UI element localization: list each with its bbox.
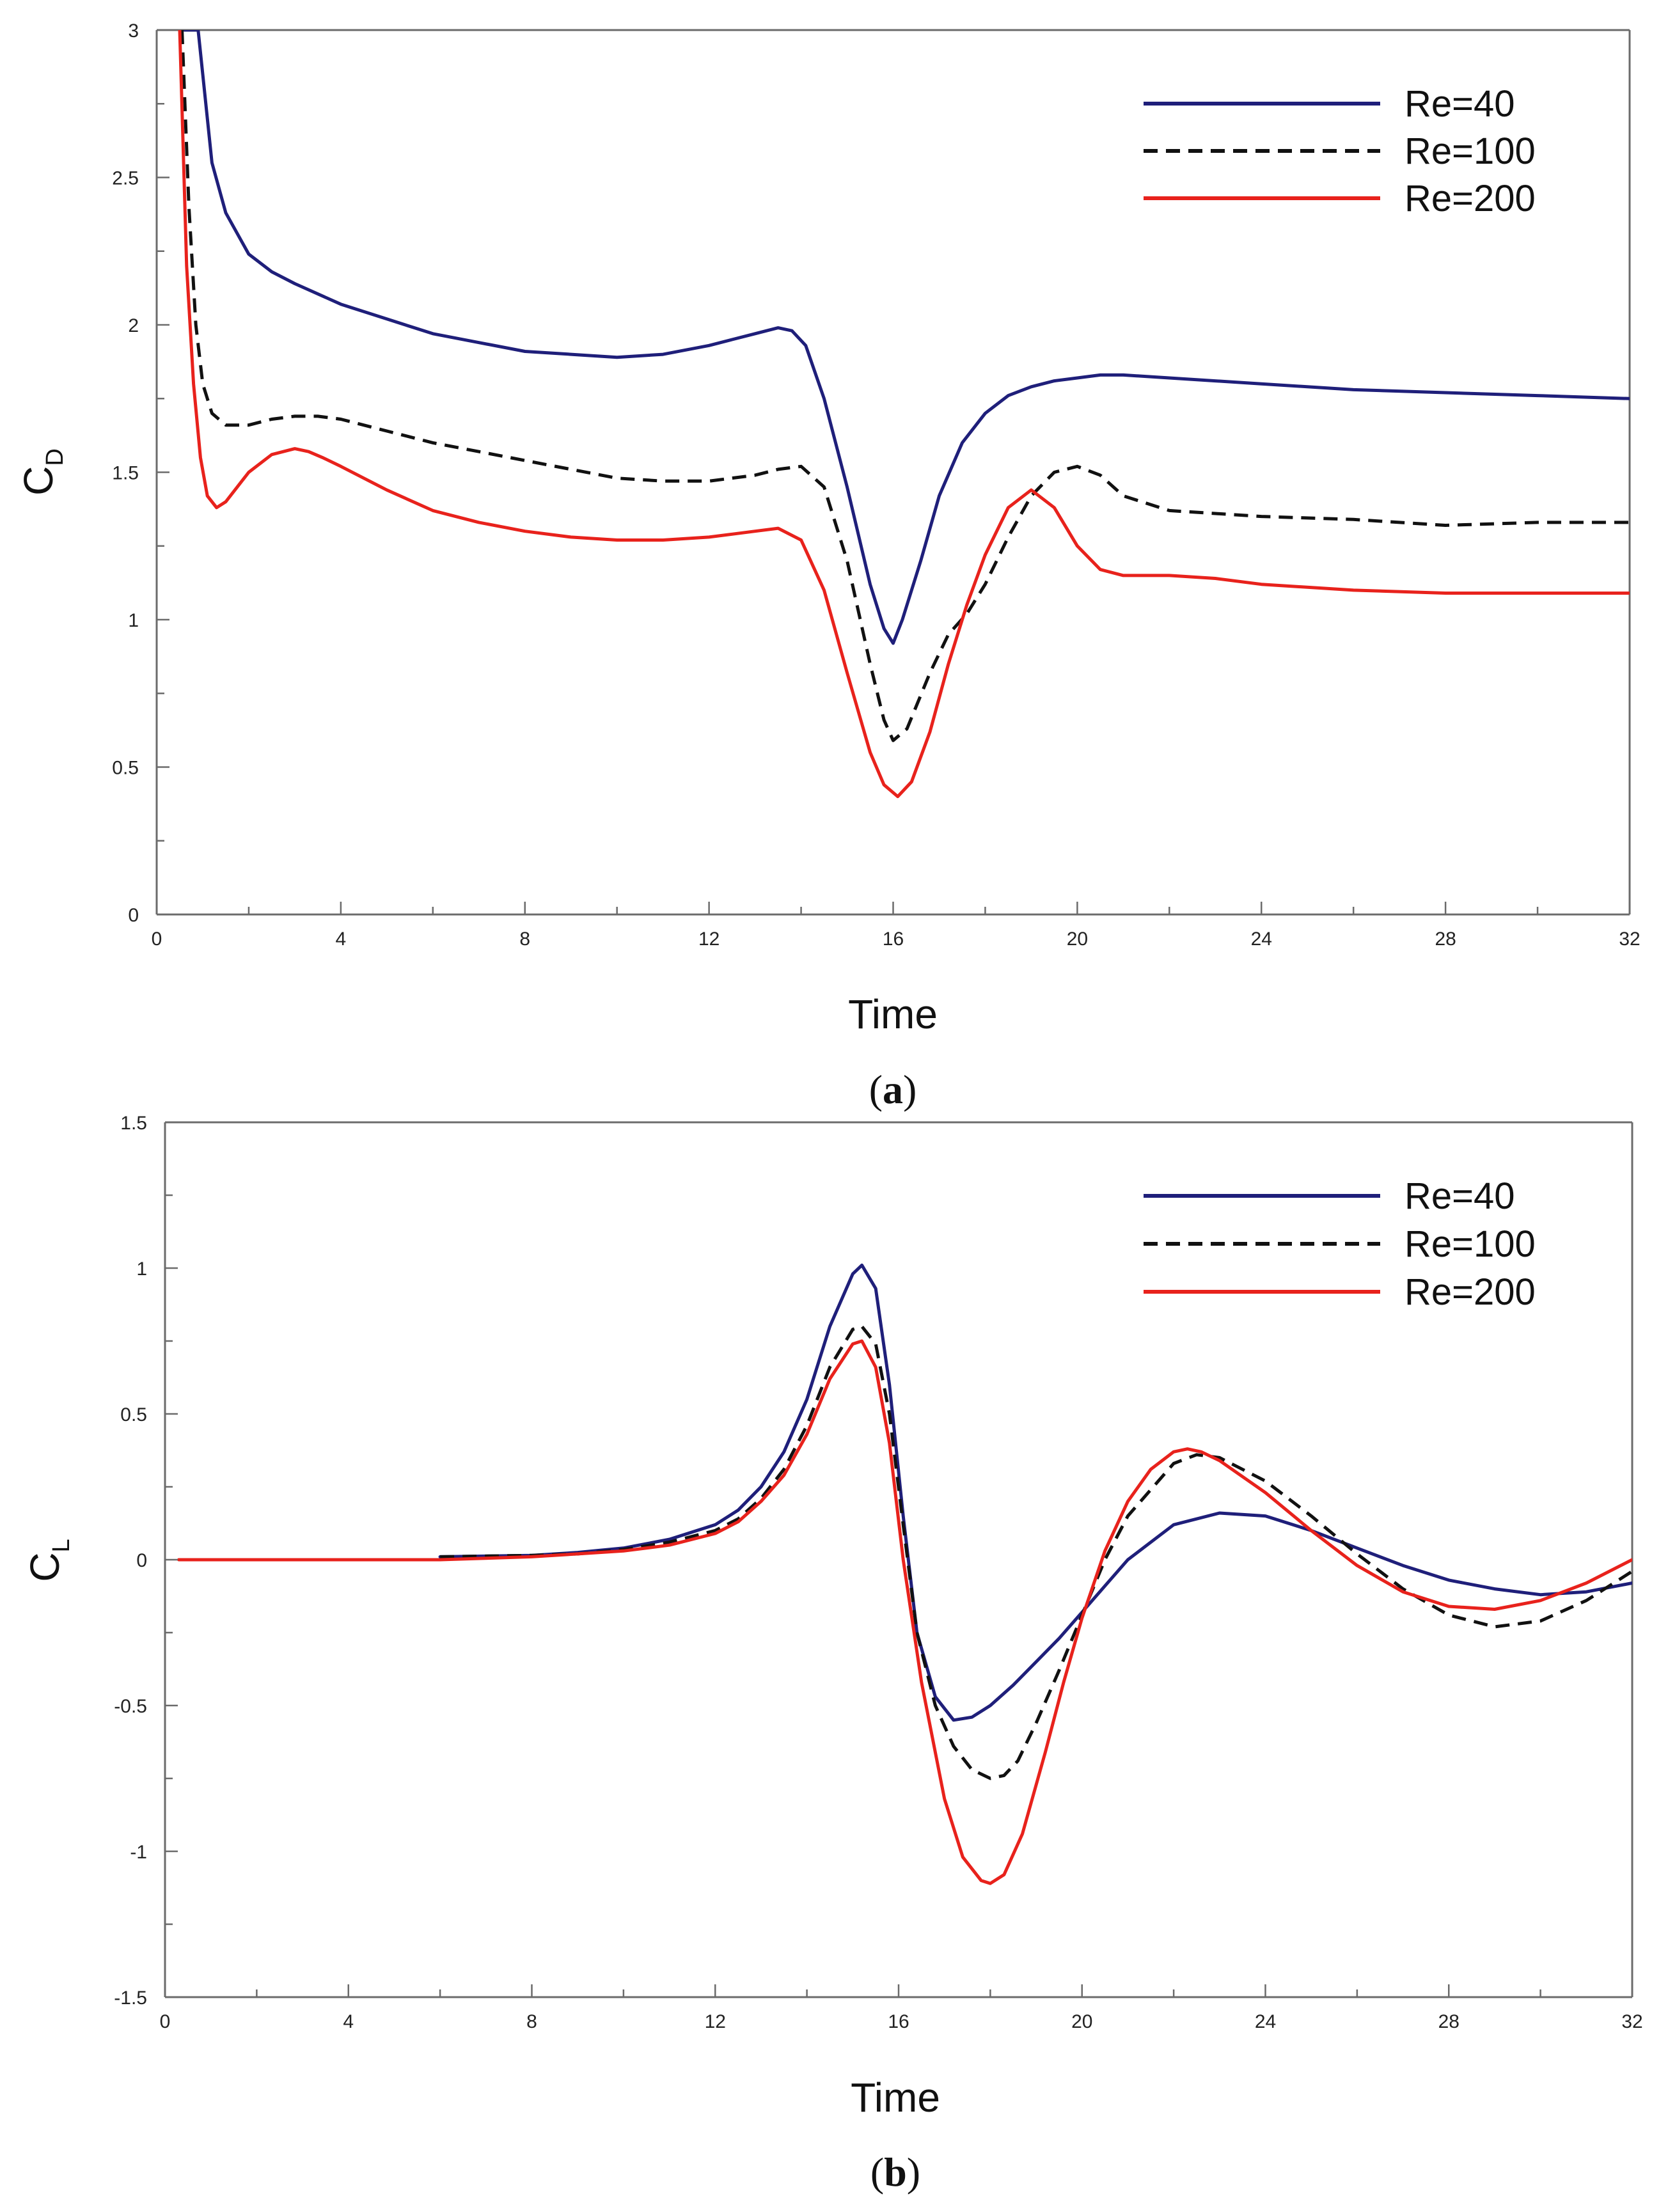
- y-tick-label: 0: [136, 1550, 147, 1571]
- tick-marks-a: [155, 29, 1631, 916]
- x-tick-label: 4: [343, 2011, 354, 2032]
- legend-label-re-40-b: Re=40: [1404, 1175, 1515, 1217]
- x-tick-label: 24: [1251, 929, 1272, 950]
- x-tick-label: 24: [1255, 2011, 1276, 2032]
- y-axis-title-sub-a: D: [42, 448, 68, 466]
- x-axis-title-b: Time: [851, 2075, 940, 2121]
- legend-label-re-200-a: Re=200: [1404, 178, 1536, 219]
- x-tick-label: 8: [519, 929, 530, 950]
- x-tick-label: 0: [160, 2011, 171, 2032]
- x-tick-label: 12: [698, 929, 720, 950]
- series-line-re-100-a: [180, 30, 1630, 742]
- y-tick-label: -0.5: [114, 1696, 147, 1717]
- series-line-re-40-a: [182, 30, 1630, 645]
- series-line-re-200-b: [177, 1339, 1632, 1885]
- y-tick-label: 0: [128, 905, 139, 926]
- y-axis-title-main-a: C: [15, 466, 61, 496]
- y-tick-label: 1: [136, 1259, 147, 1280]
- legend-a: Re=40 Re=100 Re=200: [1144, 83, 1536, 219]
- x-tick-label: 4: [336, 929, 347, 950]
- x-tick-label: 20: [1071, 2011, 1092, 2032]
- x-tick-label: 28: [1435, 929, 1456, 950]
- panel-letter-a: a: [883, 1067, 903, 1112]
- y-tick-label: 0.5: [112, 758, 139, 779]
- y-tick-labels-b: -1.5 -1 -0.5 0 0.5 1 1.5: [114, 1113, 147, 2009]
- y-axis-title-b: CL: [22, 1539, 75, 1581]
- x-tick-label: 8: [526, 2011, 537, 2032]
- x-tick-label: 32: [1619, 929, 1640, 950]
- panel-letter-b: b: [884, 2149, 907, 2195]
- chart-panel-b: 0 4 8 12 16 20 24 28 32 -1.5 -1 -0.5 0 0…: [22, 1113, 1643, 2195]
- legend-label-re-40-a: Re=40: [1404, 83, 1515, 125]
- x-tick-label: 12: [705, 2011, 726, 2032]
- x-tick-label: 28: [1438, 2011, 1460, 2032]
- panel-label-a: (a): [869, 1067, 917, 1112]
- y-tick-label: 0.5: [120, 1404, 147, 1425]
- legend-label-re-200-b: Re=200: [1404, 1271, 1536, 1313]
- y-tick-label: 2.5: [112, 168, 139, 189]
- y-tick-label: 1: [128, 610, 139, 631]
- x-tick-label: 16: [888, 2011, 909, 2032]
- legend-label-re-100-b: Re=100: [1404, 1223, 1536, 1265]
- y-axis-title-sub-b: L: [48, 1539, 75, 1552]
- legend-b: Re=40 Re=100 Re=200: [1144, 1175, 1536, 1313]
- y-tick-label: 1.5: [120, 1113, 147, 1134]
- series-group-b: [177, 1263, 1632, 1885]
- series-group-a: [178, 30, 1630, 799]
- y-tick-label: -1: [130, 1842, 147, 1863]
- y-tick-label: 2: [128, 315, 139, 336]
- tick-marks-b: [164, 1121, 1633, 1998]
- legend-label-re-100-a: Re=100: [1404, 130, 1536, 172]
- x-tick-labels-a: 0 4 8 12 16 20 24 28 32: [152, 929, 1640, 950]
- series-line-re-200-a: [178, 30, 1630, 799]
- x-tick-label: 32: [1621, 2011, 1642, 2032]
- y-tick-labels-a: 0 0.5 1 1.5 2 2.5 3: [112, 20, 139, 926]
- series-line-re-40-b: [438, 1263, 1632, 1722]
- y-tick-label: 3: [128, 20, 139, 42]
- x-tick-label: 20: [1067, 929, 1088, 950]
- x-axis-title-a: Time: [848, 991, 938, 1037]
- y-axis-title-a: CD: [15, 448, 68, 496]
- y-axis-title-main-b: C: [22, 1552, 68, 1581]
- y-tick-label: -1.5: [114, 1988, 147, 2009]
- y-tick-label: 1.5: [112, 463, 139, 484]
- series-line-re-100-b: [440, 1324, 1632, 1780]
- chart-panel-a: 0 4 8 12 16 20 24 28 32 0 0.5 1 1.5 2 2.…: [15, 20, 1640, 1112]
- x-tick-label: 0: [152, 929, 162, 950]
- x-tick-labels-b: 0 4 8 12 16 20 24 28 32: [160, 2011, 1643, 2032]
- panel-label-b: (b): [870, 2149, 920, 2195]
- x-tick-label: 16: [883, 929, 904, 950]
